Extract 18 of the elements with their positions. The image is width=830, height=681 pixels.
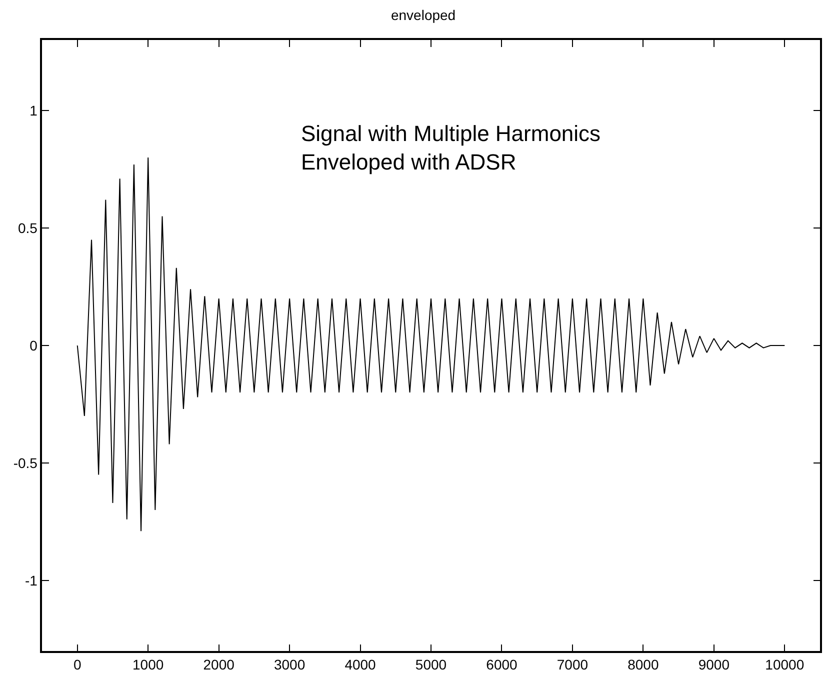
x-tick-label: 4000 <box>344 656 376 673</box>
y-tick-label: -0.5 <box>13 454 38 471</box>
x-tick-label: 8000 <box>628 656 659 673</box>
annotation: Signal with Multiple Harmonics Enveloped with ADSR <box>301 121 601 175</box>
x-tick-label: 6000 <box>486 656 518 673</box>
x-tick-label: 7000 <box>556 656 588 673</box>
x-tick-label: 1000 <box>132 656 164 673</box>
x-tick-label: 0 <box>73 656 82 673</box>
x-tick-label: 9000 <box>698 656 730 673</box>
y-tick-label: 0.5 <box>18 220 38 236</box>
chart-title: enveloped <box>390 7 456 24</box>
y-tick-label: -1 <box>24 572 38 588</box>
y-tick-label: 0 <box>30 337 38 354</box>
x-tick-label: 3000 <box>274 656 306 673</box>
x-tick-label: 10000 <box>765 656 804 673</box>
x-tick-label: 2000 <box>203 656 235 673</box>
y-tick-label: 1 <box>30 102 38 118</box>
x-tick-label: 5000 <box>415 656 447 673</box>
